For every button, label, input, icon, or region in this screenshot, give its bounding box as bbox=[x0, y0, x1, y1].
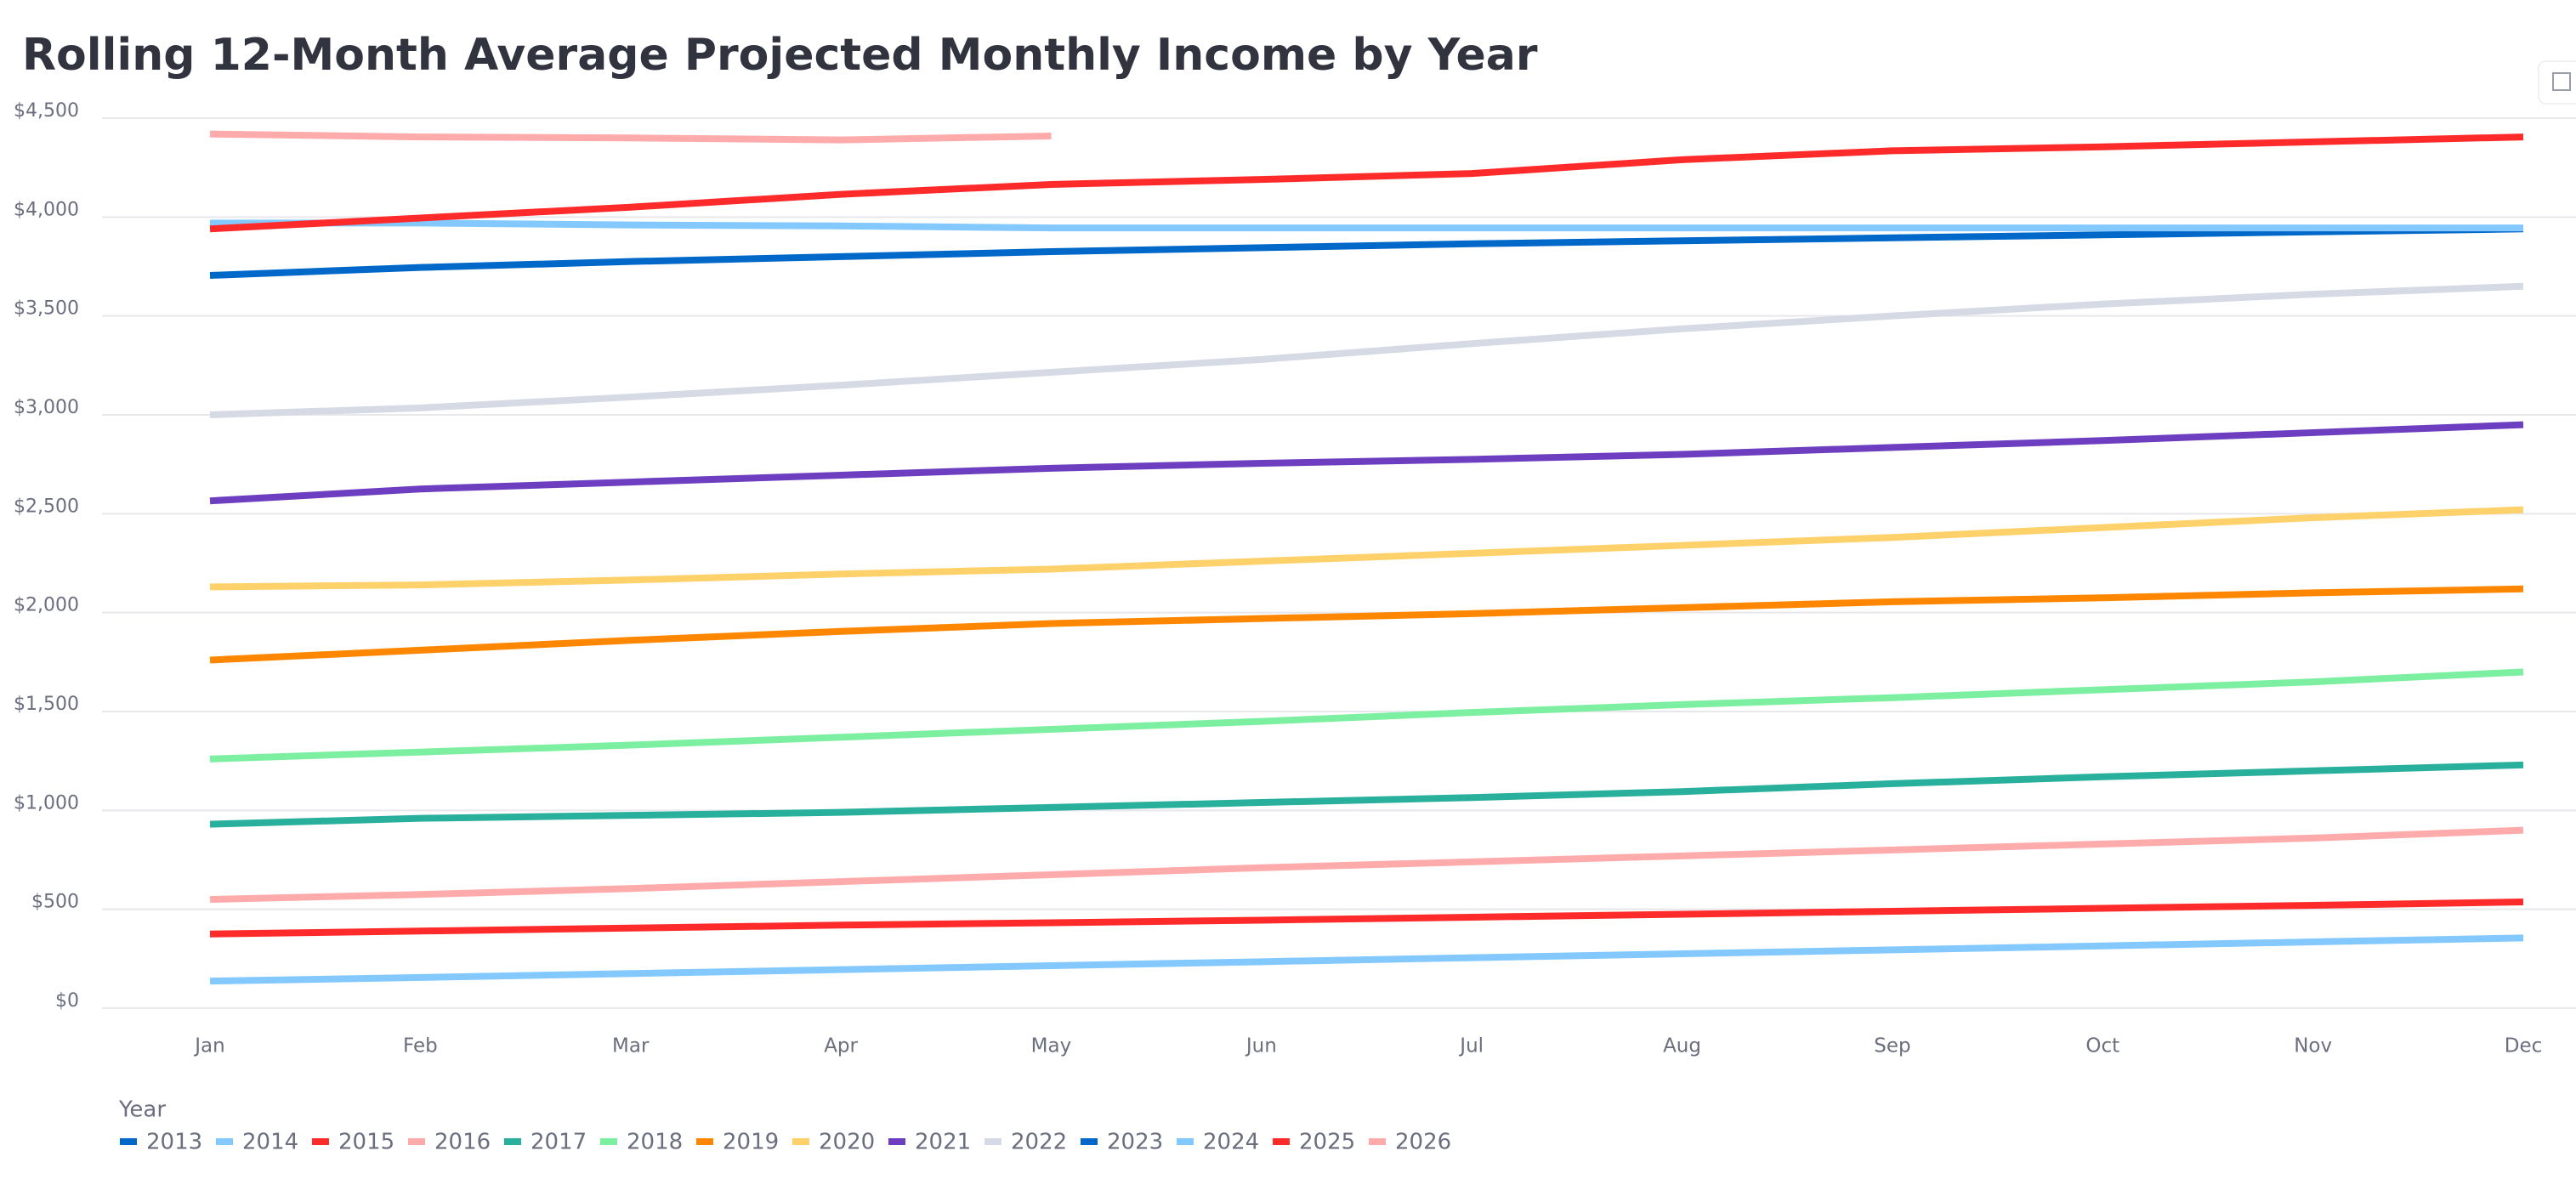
table-icon bbox=[2552, 72, 2571, 91]
series-line bbox=[209, 130, 1052, 144]
legend-swatch bbox=[792, 1138, 809, 1145]
legend-swatch bbox=[1273, 1138, 1290, 1145]
series-line bbox=[209, 225, 2524, 279]
y-tick-label: $3,500 bbox=[14, 298, 79, 320]
y-tick-label: $1,000 bbox=[14, 792, 79, 814]
legend-label: 2014 bbox=[242, 1130, 298, 1155]
x-tick-label: Nov bbox=[2294, 1035, 2332, 1057]
legend-label: 2021 bbox=[915, 1130, 971, 1155]
y-tick-label: $4,500 bbox=[14, 100, 79, 122]
legend-label: 2025 bbox=[1299, 1130, 1355, 1155]
legend-label: 2015 bbox=[338, 1130, 394, 1155]
legend-swatch bbox=[696, 1138, 713, 1145]
x-tick-label: Oct bbox=[2085, 1035, 2119, 1057]
x-tick-label: Sep bbox=[1874, 1035, 1910, 1057]
toolbar-button[interactable] bbox=[2538, 60, 2576, 105]
chart-title: Rolling 12-Month Average Projected Month… bbox=[22, 30, 1538, 81]
legend-label: 2017 bbox=[531, 1130, 587, 1155]
x-tick-label: Feb bbox=[403, 1035, 438, 1057]
y-tick-label: $2,000 bbox=[14, 595, 79, 616]
legend-label: 2023 bbox=[1107, 1130, 1163, 1155]
x-tick-label: Mar bbox=[612, 1035, 650, 1057]
legend-label: 2013 bbox=[146, 1130, 202, 1155]
x-tick-label: Jan bbox=[193, 1035, 224, 1057]
series-line bbox=[209, 506, 2524, 591]
x-tick-label: Dec bbox=[2505, 1035, 2543, 1057]
legend-swatch bbox=[600, 1138, 617, 1145]
x-tick-label: Jun bbox=[1245, 1035, 1277, 1057]
legend-label: 2026 bbox=[1395, 1130, 1451, 1155]
y-tick-label: $3,000 bbox=[14, 397, 79, 418]
series-line bbox=[209, 133, 2524, 233]
legend-swatch bbox=[1177, 1138, 1194, 1145]
legend-swatch bbox=[888, 1138, 905, 1145]
legend-swatch bbox=[216, 1138, 233, 1145]
legend-label: 2019 bbox=[723, 1130, 779, 1155]
legend-label: 2018 bbox=[627, 1130, 683, 1155]
legend-swatch bbox=[120, 1138, 137, 1145]
series-line bbox=[210, 219, 2523, 232]
legend-swatch bbox=[312, 1138, 329, 1145]
series-line bbox=[209, 761, 2524, 828]
series-line bbox=[209, 585, 2524, 664]
x-tick-label: Apr bbox=[824, 1035, 858, 1057]
y-tick-label: $500 bbox=[31, 892, 79, 913]
series-line bbox=[209, 934, 2524, 985]
y-tick-label: $4,000 bbox=[14, 199, 79, 220]
legend-swatch bbox=[1081, 1138, 1098, 1145]
x-tick-label: May bbox=[1031, 1035, 1072, 1057]
series-line bbox=[209, 421, 2524, 505]
legend-label: 2024 bbox=[1203, 1130, 1259, 1155]
legend-title: Year bbox=[118, 1097, 166, 1123]
legend-swatch bbox=[1369, 1138, 1386, 1145]
series-line bbox=[209, 668, 2524, 763]
legend-label: 2016 bbox=[434, 1130, 491, 1155]
x-tick-label: Jul bbox=[1458, 1035, 1484, 1057]
series-line bbox=[209, 282, 2524, 418]
y-tick-label: $1,500 bbox=[14, 694, 79, 715]
legend-swatch bbox=[984, 1138, 1001, 1145]
legend-label: 2020 bbox=[819, 1130, 875, 1155]
series-line bbox=[209, 899, 2524, 938]
legend-label: 2022 bbox=[1011, 1130, 1067, 1155]
legend-swatch bbox=[504, 1138, 521, 1145]
x-tick-label: Aug bbox=[1663, 1035, 1701, 1057]
y-tick-label: $0 bbox=[55, 990, 79, 1012]
legend-swatch bbox=[408, 1138, 425, 1145]
y-tick-label: $2,500 bbox=[14, 496, 79, 517]
series-line bbox=[209, 826, 2524, 904]
